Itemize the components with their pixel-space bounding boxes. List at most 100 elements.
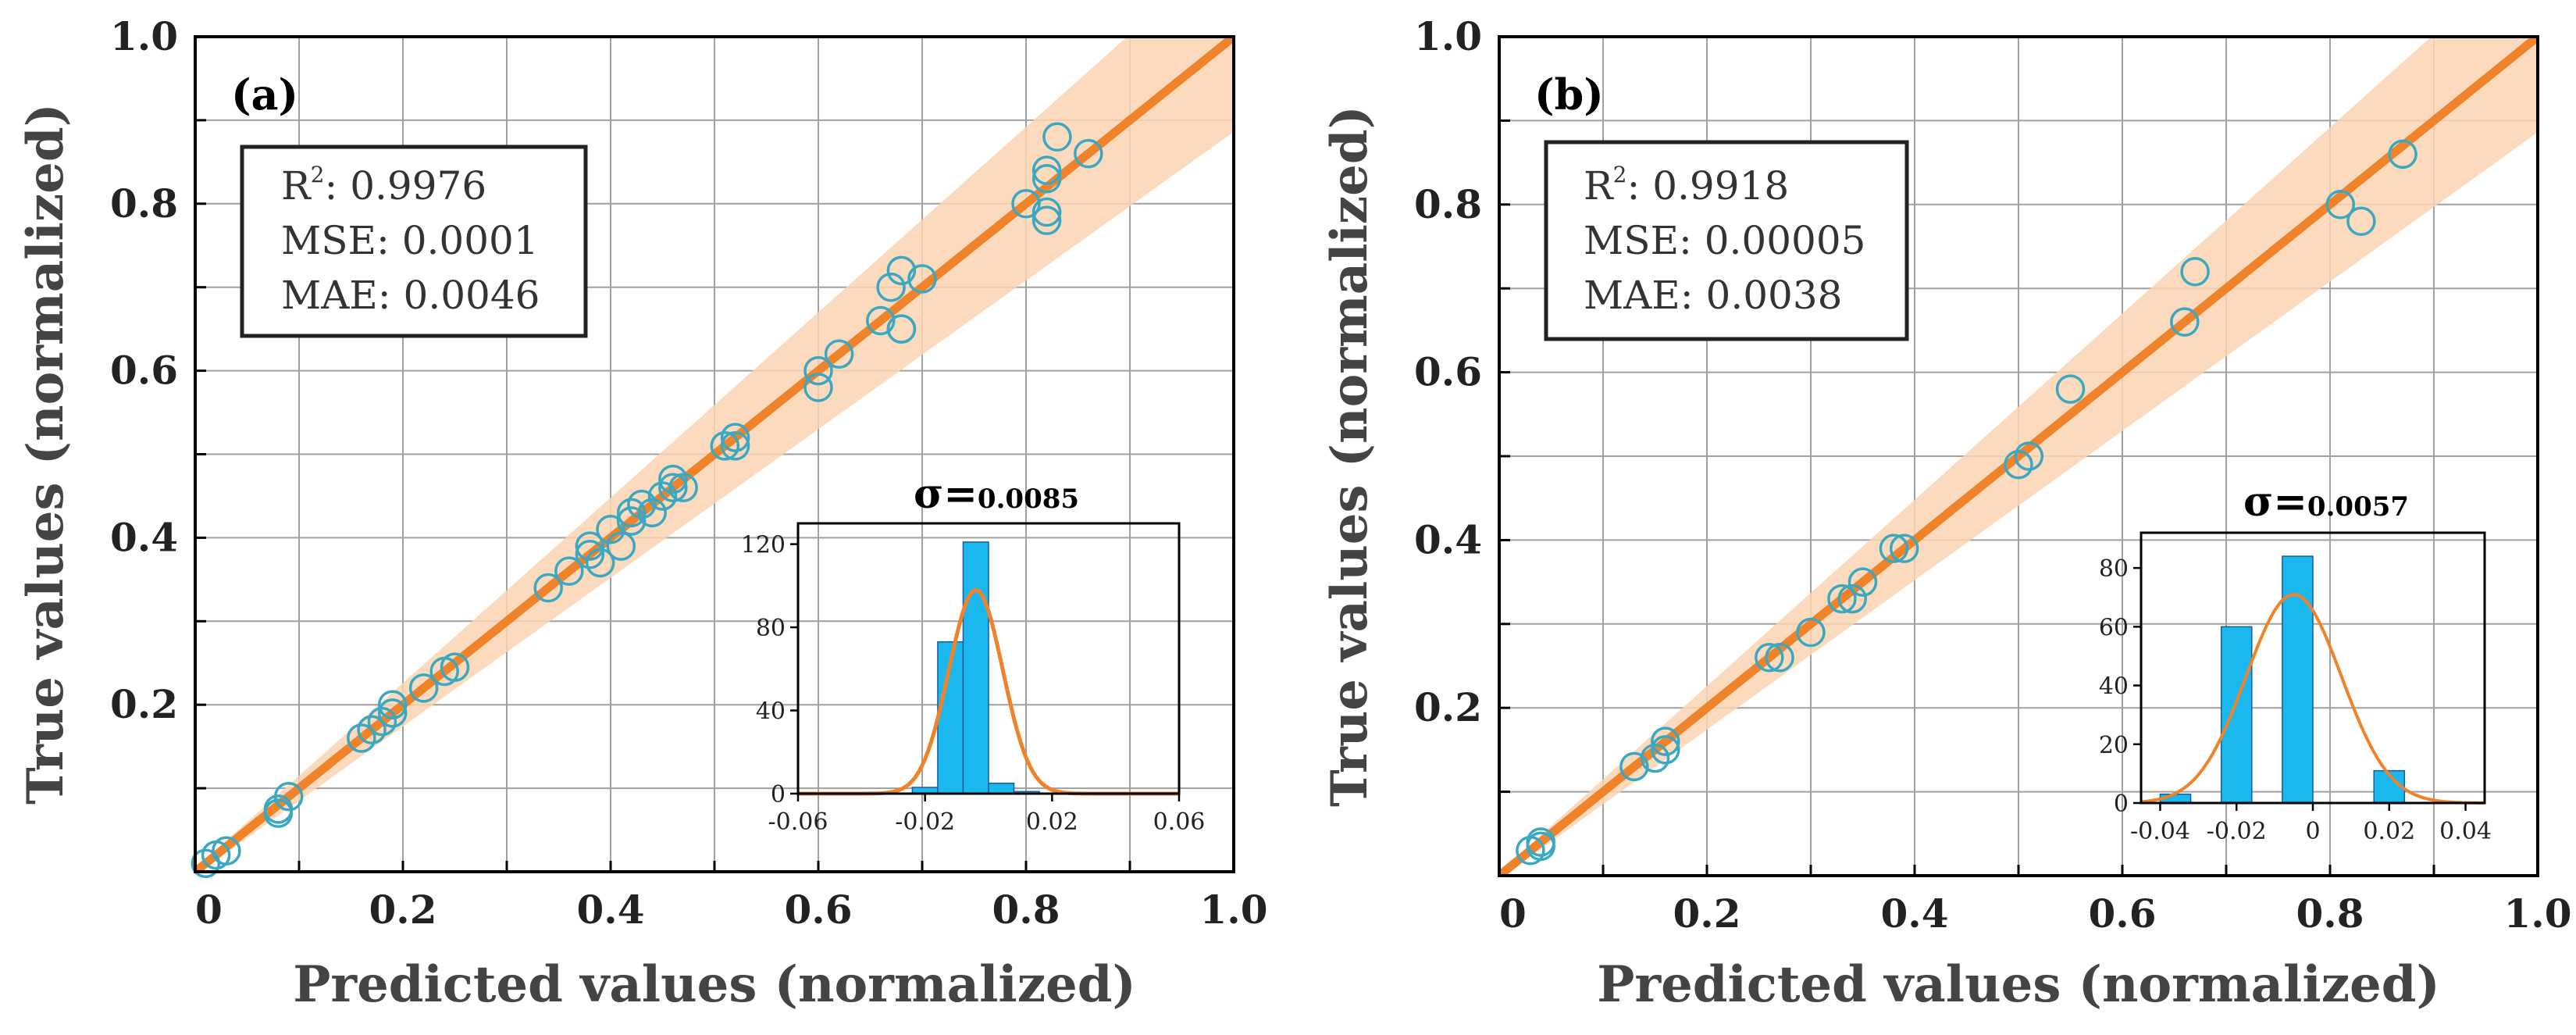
- metrics-box-b: [1544, 140, 1909, 341]
- y-tick-label: 1.0: [110, 13, 178, 59]
- metric-r2-b: R2: 0.9918: [1584, 162, 1789, 209]
- histogram-bar: [962, 541, 989, 794]
- fit-line-b: [1499, 37, 2538, 876]
- scatter-point: [596, 514, 625, 544]
- scatter-point: [658, 473, 688, 503]
- inset-ticks-b: -0.04 -0.02 0 0.02 0.04 0 20 40 60 80: [2099, 555, 2492, 845]
- inset-x-tick-label: -0.06: [768, 808, 828, 836]
- scatter-point: [2346, 206, 2376, 237]
- metric-mae-b: MAE: 0.0038: [1584, 273, 1843, 318]
- scatter-point: [1640, 743, 1670, 773]
- scatter-point: [575, 540, 605, 569]
- inset-title-a: σ=0.0085: [914, 470, 1079, 518]
- y-axis-label-b: True values (normalized): [1320, 105, 1379, 807]
- inset-x-tick-label: 0: [2305, 818, 2320, 845]
- scatter-point: [212, 836, 241, 866]
- panel-label-b: (b): [1534, 70, 1604, 120]
- inset-y-tick-label: 0: [2114, 791, 2129, 818]
- scatter-point: [1031, 163, 1062, 194]
- x-tick-label: 1.0: [1200, 887, 1268, 933]
- scatter-point: [876, 272, 906, 302]
- scatter-point: [647, 481, 678, 511]
- metric-r2-label-b: R: [1584, 163, 1614, 209]
- metric-mae-a: MAE: 0.0046: [281, 273, 540, 318]
- y-tick-label: 0.6: [1414, 349, 1482, 395]
- x-axis-label-a: Predicted values (normalized): [293, 955, 1136, 1014]
- y-tick-label: 0.8: [110, 180, 178, 227]
- scatter-point: [1619, 751, 1649, 782]
- scatter-point: [1796, 617, 1826, 648]
- scatter-point: [2014, 441, 2044, 471]
- scatter-point: [1889, 534, 1919, 563]
- scatter-point: [2170, 307, 2200, 337]
- metric-r2-a: R2: 0.9976: [281, 162, 486, 209]
- scatter-point: [585, 548, 615, 578]
- scatter-point: [1031, 155, 1062, 185]
- scatter-point: [440, 652, 470, 682]
- inset-y-tick-label: 60: [2099, 614, 2129, 641]
- y-axis-label-a: True values (normalized): [16, 103, 75, 805]
- metric-r2-sup-a: 2: [311, 162, 325, 187]
- inset-x-tick-label: 0.02: [1026, 808, 1078, 836]
- y-tick-label: 1.0: [1414, 13, 1482, 59]
- scatter-points-b: [1516, 139, 2417, 865]
- metric-mse-a: MSE: 0.0001: [281, 218, 539, 263]
- scatter-point: [866, 305, 896, 336]
- panel-label-a: (a): [231, 70, 298, 120]
- scatter-point: [803, 373, 833, 402]
- scatter-point: [1879, 534, 1909, 563]
- inset-title-value-a: 0.0085: [978, 484, 1079, 515]
- y-tick-label: 0.6: [110, 348, 178, 394]
- scatter-point: [1755, 643, 1784, 673]
- inset-title-symbol-a: σ=: [914, 470, 978, 518]
- metric-r2-label-a: R: [281, 163, 312, 209]
- scatter-point: [1011, 189, 1041, 219]
- scatter-point: [1765, 643, 1794, 673]
- inset-x-tick-label: -0.02: [2207, 818, 2267, 845]
- scatter-point: [886, 314, 917, 344]
- inset-title-b: σ=0.0057: [2243, 478, 2409, 526]
- inset-histogram-b: σ=0.0057 -0.04 -0.02 0 0.02 0.04 0 20 40 60 80: [2099, 478, 2492, 845]
- fit-line-path-b: [1499, 37, 2538, 876]
- metric-r2-value-b: : 0.9918: [1626, 163, 1789, 209]
- scatter-point: [263, 794, 294, 824]
- scatter-point: [1042, 122, 1072, 152]
- scatter-point: [637, 498, 667, 528]
- x-tick-label: 0.8: [992, 887, 1060, 933]
- scatter-point: [367, 706, 397, 737]
- scatter-point: [575, 531, 605, 561]
- scatter-point: [408, 673, 439, 703]
- scatter-points-a: [191, 122, 1103, 879]
- y-tick-label: 0.2: [1414, 684, 1482, 730]
- scatter-point: [710, 431, 740, 461]
- x-tick-label: 0.4: [1881, 890, 1949, 937]
- inset-histogram-a: σ=0.0085 -0.06 -0.02 0.02 0.06 0 40 80 120: [741, 470, 1206, 836]
- scatter-point: [2180, 256, 2210, 287]
- scatter-point: [606, 531, 636, 561]
- inset-bars-b: [2159, 555, 2406, 804]
- scatter-point: [2004, 449, 2033, 480]
- scatter-point: [1827, 584, 1857, 614]
- inset-curve-b: [2140, 592, 2485, 805]
- scatter-point: [720, 423, 750, 452]
- scatter-point: [1651, 726, 1680, 756]
- inset-x-tick-label: 0.06: [1153, 808, 1206, 836]
- inset-y-tick-label: 120: [741, 532, 786, 559]
- scatter-point: [1031, 197, 1062, 227]
- inset-x-tick-label: 0.04: [2439, 818, 2492, 845]
- x-tick-label: 0.6: [785, 887, 853, 933]
- x-tick-label: 0: [195, 887, 223, 933]
- y-tick-label: 0.4: [110, 514, 178, 560]
- x-tick-label: 0.2: [1673, 890, 1741, 937]
- x-tick-label: 1.0: [2504, 890, 2572, 937]
- inset-y-tick-label: 80: [2099, 555, 2129, 583]
- x-axis-label-b: Predicted values (normalized): [1597, 955, 2440, 1014]
- scatter-point: [1074, 138, 1103, 169]
- axis-ticks-a: 0 0.2 0.4 0.6 0.8 1.0 0.2 0.4 0.6 0.8 1.0: [110, 13, 1268, 933]
- scatter-point: [1651, 735, 1680, 765]
- scatter-point: [2325, 190, 2356, 219]
- histogram-bar: [988, 782, 1015, 794]
- inset-y-tick-label: 20: [2099, 732, 2129, 759]
- scatter-point: [357, 715, 387, 745]
